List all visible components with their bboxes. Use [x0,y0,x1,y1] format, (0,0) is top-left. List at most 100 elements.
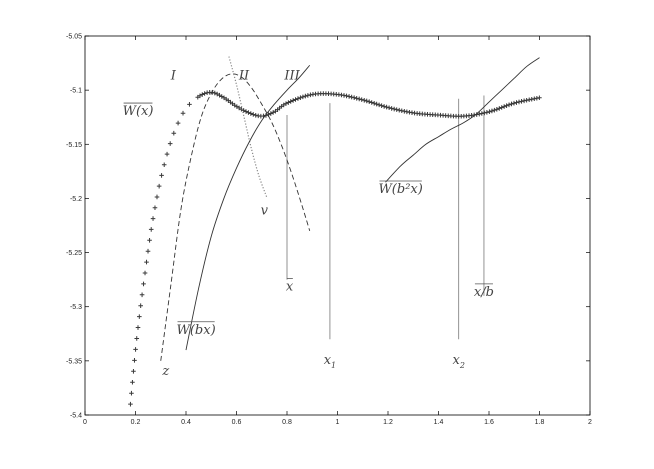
data-point [268,111,274,116]
data-point [137,314,142,319]
data-point [359,97,365,102]
data-point [161,162,167,168]
y-tick-label: -5.1 [70,88,82,95]
data-point [369,100,375,105]
plot-area [84,35,591,416]
y-tick-label: -5.3 [70,304,82,311]
data-point [509,101,514,107]
annotation-label: x2 [452,353,464,370]
data-point [364,98,370,104]
x-tick-label: 0 [83,419,87,426]
data-point [386,105,392,111]
y-tick-label: -5.15 [66,142,82,149]
data-point [394,107,400,112]
data-point [243,109,249,114]
data-point [376,102,382,108]
data-point [537,95,542,101]
data-point [138,303,143,309]
data-point [484,110,490,115]
data-point [180,110,186,116]
data-point [402,108,407,114]
series-layer [128,56,542,407]
annotation-label: W(b²x) [378,182,422,197]
data-point [286,100,291,105]
data-point [479,111,485,116]
data-point [250,112,256,117]
annotation-label: W(bx) [177,323,216,338]
annotation-label: v [261,204,269,219]
x-tick-label: 1 [336,419,340,426]
x-tick-label: 1.4 [434,419,444,426]
data-point [147,238,152,243]
data-point [526,97,532,103]
data-point [482,110,487,116]
y-tick-label: -5.2 [70,196,82,203]
data-point [214,91,220,97]
data-point [361,97,367,103]
data-point [389,106,394,111]
data-point [516,99,522,105]
data-point [476,111,482,117]
data-point [356,96,362,102]
axis-ticks: 0 0.2 0.4 0.6 0.8 1 1.2 1.4 1.6 1.8 2 -5.4 -5.35 -5.3… [66,34,592,427]
reference-lines [286,95,485,340]
data-point [290,98,296,103]
data-point [156,183,162,189]
data-point [487,109,492,114]
data-point [399,108,405,114]
data-point [300,94,306,100]
series-line [160,73,311,361]
data-point [396,107,402,113]
series-line [385,57,540,183]
x-tick-label: 1.8 [535,419,545,426]
data-point [391,106,397,112]
x-tick-label: 0.4 [181,419,191,426]
data-point [381,104,387,109]
data-point [135,325,141,330]
data-point [511,100,517,106]
y-tick-label: -5.05 [66,34,82,41]
data-point [492,107,497,113]
data-point [141,281,146,287]
annotation-label: III [283,68,300,83]
data-point [506,102,512,108]
data-point [133,347,138,352]
data-point [384,104,389,110]
data-point [496,106,502,111]
annotation-label: x [286,279,294,294]
data-point [514,100,519,105]
data-point [164,151,170,157]
y-tick-label: -5.4 [70,413,82,420]
data-point [150,216,156,221]
data-point [129,390,134,396]
data-point [159,173,164,178]
series-line [228,56,268,198]
data-point [154,194,160,200]
annotation-label: I [170,68,177,83]
annotation-label: W(x) [123,104,154,119]
data-point [374,101,379,107]
data-point [371,100,377,106]
data-point [295,96,301,101]
annotation-label: x1 [324,353,336,370]
data-point [202,91,207,96]
data-point [128,401,133,407]
data-point [152,205,158,211]
data-point [139,292,145,298]
x-tick-label: 2 [588,419,592,426]
data-point [519,99,524,104]
data-point [499,105,505,110]
data-point [132,358,137,363]
data-point [534,95,540,101]
data-point [142,270,148,276]
data-point [187,102,192,107]
data-point [288,99,294,104]
data-point [144,259,149,265]
data-point [167,141,173,146]
data-point [246,110,251,115]
data-point [131,369,136,374]
annotation-label: z [161,364,169,379]
x-tick-label: 1.6 [484,419,494,426]
